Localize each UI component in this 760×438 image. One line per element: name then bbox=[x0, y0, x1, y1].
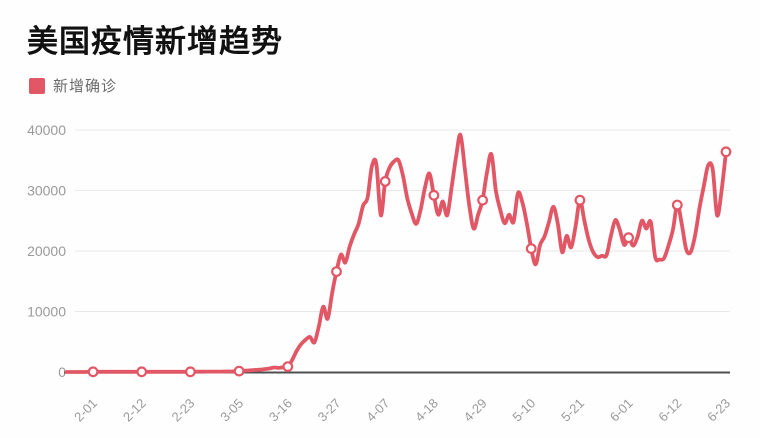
x-axis-label: 3-27 bbox=[315, 396, 344, 425]
x-axis-label: 6-01 bbox=[607, 396, 636, 425]
data-point-marker bbox=[623, 232, 634, 244]
legend-swatch bbox=[29, 77, 45, 94]
x-axis-label: 2-01 bbox=[71, 396, 100, 425]
x-axis-label: 3-16 bbox=[266, 396, 295, 425]
data-point-marker bbox=[87, 366, 99, 378]
data-point-marker bbox=[428, 189, 440, 201]
x-axis-label: 4-07 bbox=[363, 396, 392, 425]
x-axis-label: 2-12 bbox=[120, 396, 149, 425]
data-point-marker bbox=[477, 194, 489, 206]
y-axis-label: 20000 bbox=[27, 243, 66, 259]
data-point-marker bbox=[233, 365, 245, 377]
x-axis-label: 2-23 bbox=[169, 396, 198, 425]
data-point-marker bbox=[136, 366, 148, 378]
legend-label: 新增确诊 bbox=[53, 78, 118, 95]
data-point-marker bbox=[184, 366, 196, 378]
page-title: 美国疫情新增趋势 bbox=[27, 24, 283, 59]
y-axis-label: 10000 bbox=[27, 304, 66, 320]
data-point-marker bbox=[720, 146, 732, 158]
y-axis-label: 40000 bbox=[27, 122, 66, 138]
x-axis-label: 3-05 bbox=[217, 396, 246, 425]
trend-line bbox=[64, 132, 728, 374]
x-axis-label: 6-12 bbox=[655, 396, 684, 425]
x-axis-label: 5-21 bbox=[558, 396, 587, 425]
x-axis-label: 6-23 bbox=[704, 396, 733, 425]
data-point-marker bbox=[574, 194, 586, 206]
legend: 新增确诊 bbox=[29, 75, 117, 96]
data-point-marker bbox=[331, 266, 342, 278]
data-point-marker bbox=[379, 175, 391, 187]
data-point-marker bbox=[671, 199, 683, 211]
y-axis-label: 0 bbox=[58, 364, 66, 380]
data-point-marker bbox=[525, 243, 537, 255]
x-axis-label: 5-10 bbox=[509, 396, 538, 425]
x-axis-label: 4-29 bbox=[461, 396, 490, 425]
y-axis-label: 30000 bbox=[27, 183, 66, 199]
data-point-marker bbox=[282, 361, 294, 373]
x-axis-label: 4-18 bbox=[412, 396, 441, 425]
